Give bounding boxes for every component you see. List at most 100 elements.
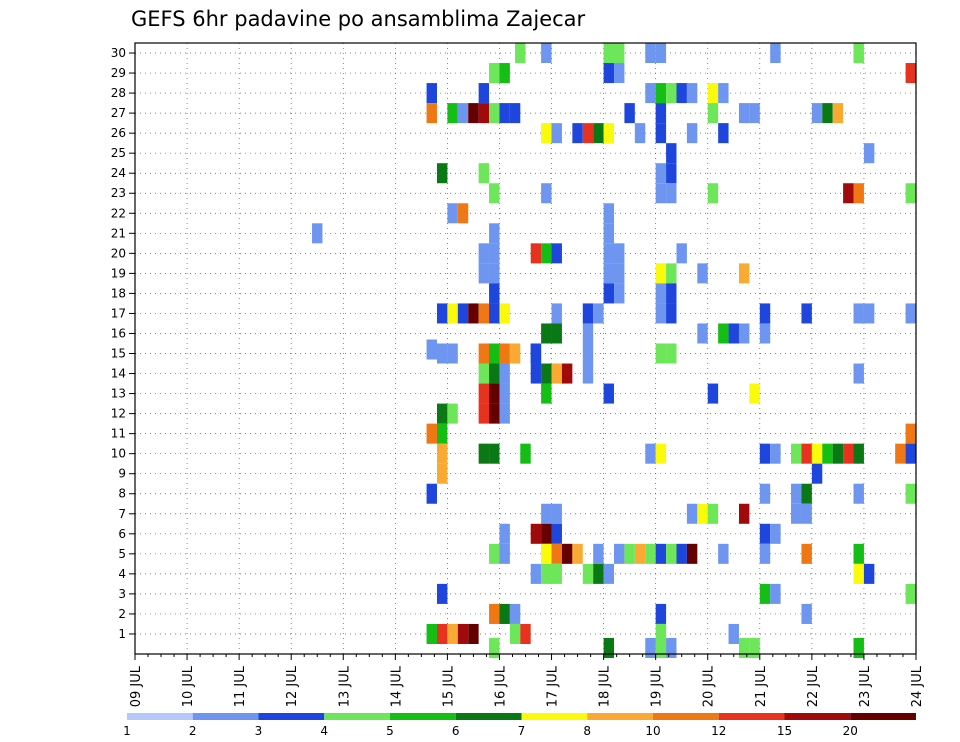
data-cell (645, 83, 656, 104)
data-cell (863, 563, 875, 584)
data-cell (551, 363, 562, 384)
data-cell (593, 563, 604, 584)
y-tick-label: 10 (111, 447, 126, 461)
data-cell (697, 503, 708, 524)
y-tick-label: 7 (118, 507, 126, 521)
data-cell (832, 443, 844, 464)
data-cell (801, 503, 812, 524)
data-cell (530, 243, 542, 264)
x-tick-label: 17 JUL (546, 665, 561, 707)
y-tick-label: 29 (111, 66, 126, 80)
data-cell (551, 303, 562, 324)
data-cell (853, 443, 864, 464)
data-cell (489, 363, 500, 384)
data-cell (905, 183, 916, 204)
data-cell (572, 123, 583, 144)
y-tick-label: 13 (111, 387, 126, 401)
x-tick-label: 11 JUL (233, 665, 248, 707)
data-cell (572, 543, 583, 564)
data-cell (478, 83, 490, 104)
data-cell (520, 623, 531, 644)
data-cell (905, 423, 916, 444)
data-cell (457, 203, 469, 224)
legend-label: 4 (320, 724, 328, 738)
data-cell (853, 543, 864, 564)
y-tick-label: 2 (118, 607, 126, 621)
data-cell (614, 243, 625, 264)
data-cell (489, 103, 500, 124)
x-tick-label: 12 JUL (285, 665, 300, 707)
data-cell (614, 43, 625, 64)
data-cell (520, 443, 531, 464)
data-cell (770, 43, 781, 64)
legend-swatch (653, 713, 719, 720)
data-cell (655, 343, 667, 364)
x-tick-label: 23 JUL (858, 665, 873, 707)
data-cell (738, 263, 750, 284)
data-cell (530, 363, 542, 384)
data-cell (447, 623, 458, 644)
data-cell (634, 123, 646, 144)
data-cell (489, 603, 500, 624)
data-cell (666, 343, 677, 364)
data-cell (541, 523, 552, 544)
y-tick-label: 8 (118, 487, 126, 501)
data-cell (666, 163, 677, 184)
data-cell (489, 543, 500, 564)
data-cell (478, 163, 490, 184)
data-cell (666, 637, 677, 659)
y-tick-label: 22 (111, 206, 126, 220)
data-cell (634, 543, 646, 564)
data-cell (791, 443, 802, 464)
data-cell (738, 503, 750, 524)
data-cell (489, 223, 500, 244)
data-cell (707, 503, 719, 524)
data-cell (603, 383, 615, 404)
legend-label: 10 (645, 724, 660, 738)
y-tick-label: 19 (111, 266, 126, 280)
data-cell (478, 103, 490, 124)
data-cell (426, 423, 437, 444)
data-cell (603, 123, 615, 144)
data-cell (603, 243, 615, 264)
data-cell (603, 203, 615, 224)
x-tick-label: 10 JUL (181, 665, 196, 707)
data-cell (478, 403, 490, 424)
data-cell (666, 143, 677, 164)
data-cell (843, 183, 854, 204)
data-cell (551, 523, 562, 544)
x-tick-label: 24 JUL (910, 665, 925, 707)
y-tick-label: 6 (118, 527, 126, 541)
data-cell (655, 263, 667, 284)
data-cell (447, 343, 458, 364)
legend-label: 8 (583, 724, 591, 738)
data-cell (832, 103, 844, 124)
data-cell (478, 243, 490, 264)
x-tick-label: 22 JUL (806, 665, 821, 707)
legend-swatch (587, 713, 653, 720)
data-cell (561, 543, 573, 564)
data-cell (541, 503, 552, 524)
y-axis-ticks: 1234567891011121314151617181920212223242… (111, 46, 135, 641)
data-cell (655, 303, 667, 324)
data-cell (489, 183, 500, 204)
y-tick-label: 25 (111, 146, 126, 160)
data-cell (759, 583, 771, 604)
data-cell (551, 563, 562, 584)
data-cell (541, 323, 552, 344)
y-tick-label: 18 (111, 286, 126, 300)
data-cell (551, 323, 562, 344)
data-cell (759, 543, 771, 564)
data-cell (436, 463, 448, 484)
y-tick-label: 21 (111, 226, 126, 240)
data-cell (489, 637, 500, 659)
data-cell (749, 383, 760, 404)
plot-frame (134, 42, 917, 655)
data-cell (655, 43, 667, 64)
data-cell (676, 543, 687, 564)
legend-swatch (718, 713, 785, 720)
data-cell (541, 43, 552, 64)
chart-title: GEFS 6hr padavine po ansamblima Zajecar (131, 7, 586, 31)
legend-swatch (192, 713, 259, 720)
